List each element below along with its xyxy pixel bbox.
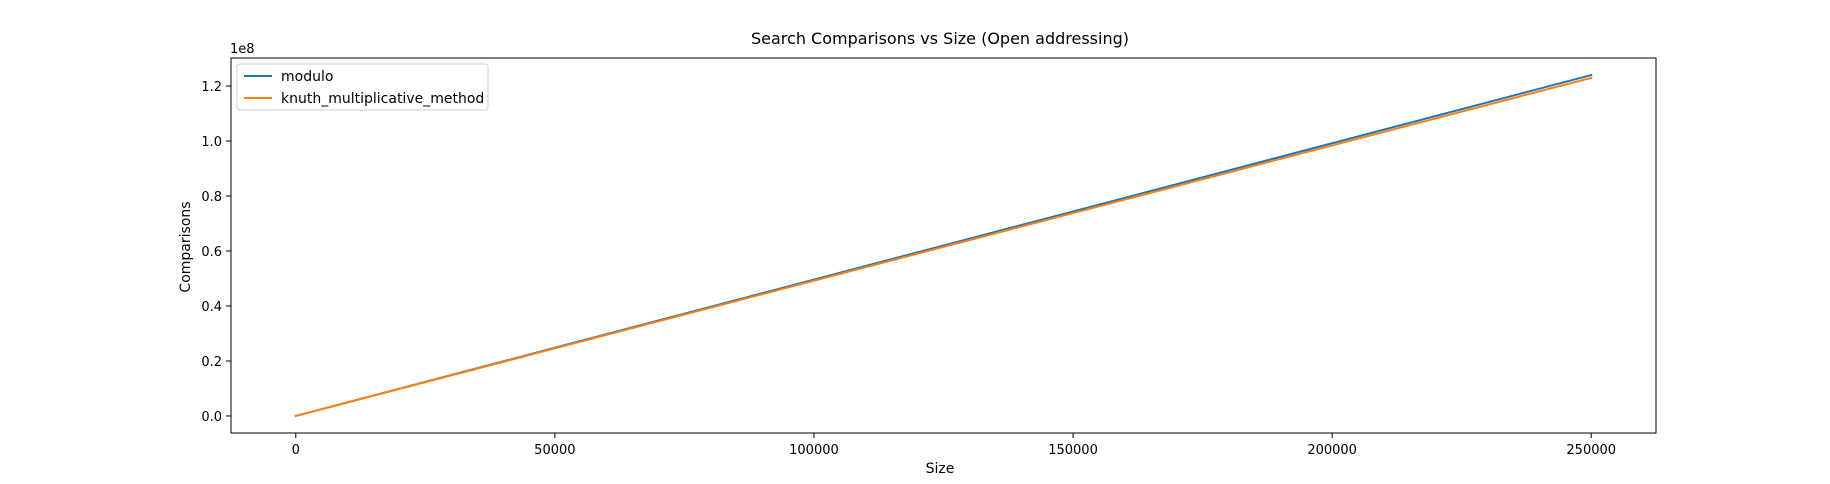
- chart-title: Search Comparisons vs Size (Open address…: [751, 29, 1129, 48]
- legend-label-modulo: modulo: [281, 69, 333, 85]
- y-tick-label: 0.0: [201, 410, 222, 425]
- plot-area: [294, 73, 1593, 418]
- y-scale-label: 1e8: [230, 42, 255, 57]
- y-tick-label: 0.4: [201, 300, 222, 315]
- x-tick-label: 50000: [534, 443, 575, 458]
- x-tick-label: 250000: [1566, 443, 1616, 458]
- legend-label-knuth: knuth_multiplicative_method: [281, 91, 484, 107]
- x-tick-label: 100000: [789, 443, 839, 458]
- x-axis: 0 50000 100000 150000 200000 250000: [292, 433, 1616, 458]
- y-axis: 0.0 0.2 0.4 0.6 0.8 1.0 1.2: [201, 80, 231, 425]
- x-tick-label: 0: [292, 443, 300, 458]
- x-tick-label: 150000: [1048, 443, 1098, 458]
- plot-frame: [230, 57, 1657, 434]
- x-tick-label: 200000: [1307, 443, 1357, 458]
- y-tick-label: 0.8: [201, 190, 222, 205]
- y-tick-label: 1.0: [201, 135, 222, 150]
- legend-box: [236, 63, 489, 111]
- y-tick-label: 1.2: [201, 80, 222, 95]
- y-tick-label: 0.2: [201, 355, 222, 370]
- legend: modulo knuth_multiplicative_method: [236, 63, 489, 111]
- y-tick-label: 0.6: [201, 245, 222, 260]
- series-line-knuth: [294, 76, 1593, 418]
- y-axis-label: Comparisons: [178, 201, 194, 292]
- x-axis-label: Size: [926, 461, 955, 477]
